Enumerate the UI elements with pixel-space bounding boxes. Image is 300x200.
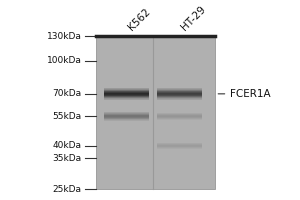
FancyBboxPatch shape [104,112,148,113]
Text: 40kDa: 40kDa [52,141,82,150]
FancyBboxPatch shape [158,116,202,117]
FancyBboxPatch shape [158,114,202,115]
FancyBboxPatch shape [158,113,202,114]
FancyBboxPatch shape [158,144,202,145]
Text: FCER1A: FCER1A [218,89,271,99]
Text: HT-29: HT-29 [180,4,208,33]
FancyBboxPatch shape [158,94,202,95]
FancyBboxPatch shape [104,99,148,100]
FancyBboxPatch shape [158,88,202,89]
FancyBboxPatch shape [158,97,202,98]
FancyBboxPatch shape [158,98,202,99]
FancyBboxPatch shape [104,97,148,98]
Text: K562: K562 [126,7,152,33]
FancyBboxPatch shape [104,118,148,119]
FancyBboxPatch shape [158,118,202,119]
FancyBboxPatch shape [104,96,148,97]
Text: 55kDa: 55kDa [52,112,82,121]
FancyBboxPatch shape [104,93,148,94]
FancyBboxPatch shape [158,90,202,91]
FancyBboxPatch shape [104,120,148,121]
FancyBboxPatch shape [158,93,202,94]
Text: 25kDa: 25kDa [52,185,82,194]
FancyBboxPatch shape [104,117,148,118]
FancyBboxPatch shape [158,117,202,118]
FancyBboxPatch shape [104,95,148,96]
Text: 35kDa: 35kDa [52,154,82,163]
FancyBboxPatch shape [104,119,148,120]
FancyBboxPatch shape [158,96,202,97]
FancyBboxPatch shape [104,88,148,89]
FancyBboxPatch shape [158,145,202,146]
FancyBboxPatch shape [104,113,148,114]
FancyBboxPatch shape [158,143,202,144]
FancyBboxPatch shape [104,90,148,91]
FancyBboxPatch shape [104,115,148,116]
FancyBboxPatch shape [158,92,202,93]
FancyBboxPatch shape [158,91,202,92]
FancyBboxPatch shape [104,94,148,95]
FancyBboxPatch shape [158,89,202,90]
Text: 100kDa: 100kDa [47,56,82,65]
FancyBboxPatch shape [158,115,202,116]
FancyBboxPatch shape [104,98,148,99]
FancyBboxPatch shape [97,36,215,189]
FancyBboxPatch shape [104,92,148,93]
Text: 130kDa: 130kDa [47,32,82,41]
FancyBboxPatch shape [104,114,148,115]
FancyBboxPatch shape [158,146,202,147]
FancyBboxPatch shape [158,95,202,96]
FancyBboxPatch shape [104,91,148,92]
FancyBboxPatch shape [104,89,148,90]
FancyBboxPatch shape [158,147,202,148]
FancyBboxPatch shape [104,116,148,117]
FancyBboxPatch shape [158,99,202,100]
Text: 70kDa: 70kDa [52,89,82,98]
